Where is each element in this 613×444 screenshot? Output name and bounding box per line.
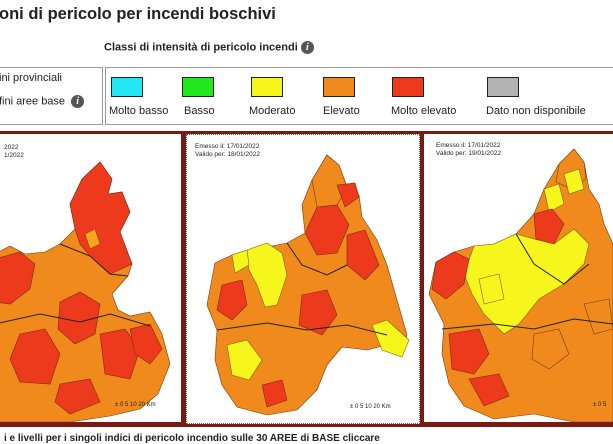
map-panel-after-tomorrow[interactable]: Emesso il: 17/01/2022 Valido per: 19/01/… — [424, 134, 613, 422]
legend-label: Dato non disponibile — [486, 105, 586, 117]
north-arrow-icon: ± — [593, 402, 597, 408]
map-issued: Emesso il: 17/01/2022 — [195, 143, 260, 150]
legend-label: Molto basso — [109, 105, 169, 117]
map-scalebar: ± 0 5 10 20 Km — [115, 402, 156, 408]
legend-label: Basso — [184, 105, 215, 117]
legend-swatch — [182, 77, 214, 97]
piedmont-map — [206, 154, 410, 416]
info-icon[interactable]: i — [71, 95, 85, 108]
legend-swatch — [251, 77, 283, 97]
scale-unit: Km — [381, 404, 391, 410]
map-panel-tomorrow[interactable]: Emesso il: 17/01/2022 Valido per: 18/01/… — [186, 134, 420, 424]
scale-unit: Km — [146, 402, 156, 408]
map-panel-today[interactable]: 2022 1/2022 ± 0 5 10 20 Km — [0, 134, 181, 422]
scale-label: 0 5 — [597, 402, 607, 408]
legend-label: Moderato — [249, 105, 296, 117]
north-arrow-icon: ± — [350, 404, 354, 410]
map-scalebar: ± 0 5 10 20 Km — [350, 404, 391, 410]
scale-label: 0 5 10 20 — [354, 404, 380, 410]
piedmont-map — [0, 161, 171, 422]
boundary-provinces-label: ini provinciali — [0, 72, 62, 84]
legend-swatch — [111, 77, 143, 97]
boundary-base-areas-label: fini aree base — [0, 95, 66, 108]
map-valid: Valido per: 18/01/2022 — [195, 151, 260, 158]
boundary-provinces[interactable]: ini provinciali — [0, 72, 62, 84]
map-scalebar: ± 0 5 — [593, 402, 606, 408]
legend-label: Elevato — [323, 105, 360, 117]
legend-swatch — [392, 77, 424, 97]
map-valid: 1/2022 — [4, 152, 24, 159]
legend-panel: Molto basso Basso Moderato Elevato Molto… — [105, 67, 613, 125]
info-icon[interactable]: i — [300, 41, 314, 54]
map-issued: 2022 — [4, 144, 19, 151]
footer-text: i e livelli per i singoli indici di peri… — [4, 433, 380, 444]
scale-label: 0 5 10 20 — [119, 402, 145, 408]
legend-swatch — [323, 77, 355, 97]
map-valid: Valido per: 19/01/2022 — [436, 150, 501, 157]
classes-title: Classi di intensità di pericolo incendi … — [104, 41, 314, 54]
north-arrow-icon: ± — [115, 402, 119, 408]
boundaries-panel: ini provinciali fini aree base i — [0, 67, 103, 125]
boundary-base-areas[interactable]: fini aree base i — [0, 95, 85, 108]
classes-title-text: Classi di intensità di pericolo incendi — [104, 41, 298, 54]
page-title: oni di pericolo per incendi boschivi — [0, 5, 276, 23]
piedmont-map — [428, 148, 613, 422]
legend-label: Molto elevato — [391, 105, 457, 117]
legend-swatch — [487, 77, 519, 97]
map-issued: Emesso il: 17/01/2022 — [436, 142, 501, 149]
